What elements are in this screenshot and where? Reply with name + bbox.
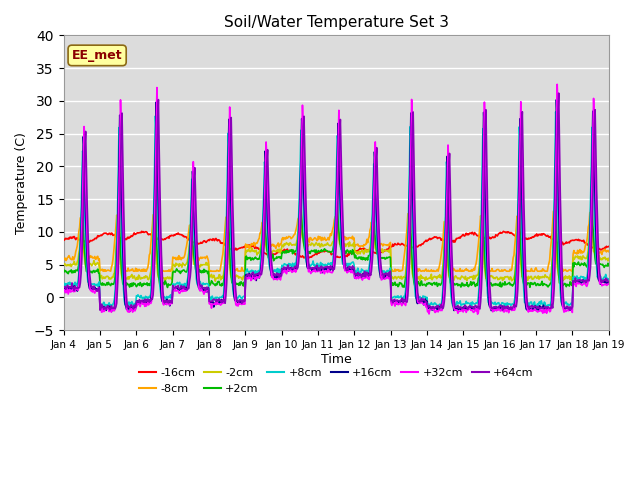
Line: +64cm: +64cm — [63, 93, 609, 310]
-16cm — [211, 238, 218, 243]
+2cm — [70, 270, 77, 276]
+8cm — [605, 276, 612, 282]
+2cm — [126, 284, 134, 290]
+32cm — [181, 288, 189, 294]
+2cm — [164, 285, 172, 290]
-8cm — [182, 247, 189, 252]
+8cm — [211, 296, 218, 302]
+32cm — [210, 301, 218, 307]
+8cm — [182, 283, 189, 289]
+64cm — [182, 286, 189, 292]
-16cm — [420, 240, 428, 245]
-8cm — [605, 249, 612, 254]
+32cm — [605, 281, 612, 287]
+16cm — [403, 277, 411, 283]
+16cm — [605, 279, 612, 285]
-2cm — [605, 255, 612, 261]
-16cm — [605, 243, 612, 249]
+2cm — [182, 269, 189, 275]
-2cm — [126, 274, 134, 279]
+64cm — [403, 299, 411, 305]
-8cm — [70, 257, 77, 263]
-8cm — [60, 257, 67, 263]
+2cm — [60, 267, 67, 273]
+32cm — [60, 289, 67, 295]
+32cm — [126, 309, 134, 315]
+8cm — [403, 262, 411, 267]
+16cm — [70, 287, 77, 292]
+32cm — [70, 289, 77, 295]
-2cm — [557, 279, 565, 285]
Line: -16cm: -16cm — [63, 231, 609, 258]
+2cm — [551, 193, 559, 199]
-16cm — [70, 234, 77, 240]
+64cm — [555, 90, 563, 96]
-16cm — [305, 255, 312, 261]
+64cm — [211, 297, 218, 302]
+32cm — [419, 300, 426, 306]
Line: +8cm: +8cm — [63, 112, 609, 308]
-2cm — [70, 262, 77, 267]
+8cm — [124, 305, 131, 311]
+16cm — [182, 285, 189, 290]
-2cm — [419, 274, 426, 280]
-16cm — [126, 234, 134, 240]
Line: +2cm: +2cm — [63, 196, 609, 288]
+2cm — [605, 263, 612, 269]
+8cm — [552, 109, 559, 115]
Text: EE_met: EE_met — [72, 49, 122, 62]
+8cm — [127, 303, 134, 309]
-2cm — [60, 262, 67, 268]
Line: -2cm: -2cm — [63, 218, 609, 282]
+32cm — [554, 82, 561, 87]
Line: +32cm: +32cm — [63, 84, 609, 314]
-16cm — [138, 228, 145, 234]
-16cm — [404, 243, 412, 249]
-2cm — [181, 263, 189, 268]
Line: -8cm: -8cm — [63, 211, 609, 271]
-16cm — [182, 234, 189, 240]
+32cm — [403, 299, 410, 304]
-2cm — [403, 262, 410, 267]
+64cm — [419, 297, 427, 302]
+64cm — [60, 284, 67, 289]
Y-axis label: Temperature (C): Temperature (C) — [15, 132, 28, 234]
+2cm — [211, 282, 218, 288]
-8cm — [211, 268, 218, 274]
-2cm — [551, 215, 559, 221]
-8cm — [127, 267, 134, 273]
+16cm — [419, 298, 427, 303]
+64cm — [605, 279, 612, 285]
X-axis label: Time: Time — [321, 353, 351, 366]
-8cm — [419, 268, 427, 274]
-16cm — [60, 238, 67, 243]
+2cm — [419, 282, 427, 288]
+8cm — [60, 283, 67, 289]
+16cm — [552, 97, 560, 103]
Title: Soil/Water Temperature Set 3: Soil/Water Temperature Set 3 — [224, 15, 449, 30]
+16cm — [211, 300, 218, 306]
+64cm — [70, 285, 77, 290]
-8cm — [550, 208, 557, 214]
Legend: -16cm, -8cm, -2cm, +2cm, +8cm, +16cm, +32cm, +64cm: -16cm, -8cm, -2cm, +2cm, +8cm, +16cm, +3… — [134, 364, 538, 398]
Line: +16cm: +16cm — [63, 100, 609, 311]
+16cm — [126, 308, 134, 314]
+64cm — [127, 305, 134, 311]
+32cm — [474, 311, 481, 317]
+64cm — [96, 307, 104, 313]
+16cm — [127, 308, 134, 313]
+8cm — [70, 282, 77, 288]
-8cm — [403, 225, 411, 230]
+8cm — [419, 293, 427, 299]
-8cm — [99, 268, 107, 274]
+2cm — [403, 259, 411, 264]
+16cm — [60, 288, 67, 294]
-2cm — [210, 272, 218, 278]
